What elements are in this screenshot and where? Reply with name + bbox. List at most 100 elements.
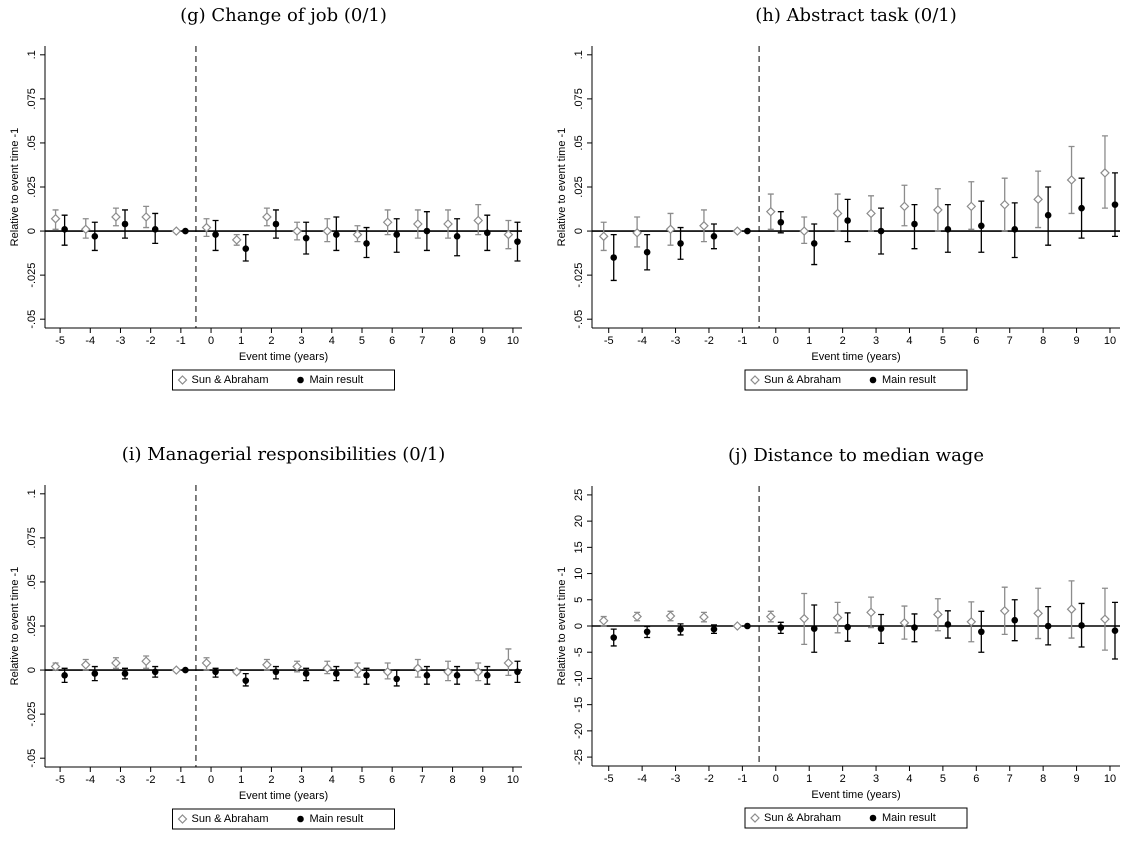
point xyxy=(1111,201,1119,208)
point xyxy=(272,668,280,676)
y-tick-label: -.05 xyxy=(26,749,38,768)
x-tick-label: 3 xyxy=(299,774,305,786)
point xyxy=(272,220,280,228)
y-tick-label: -.025 xyxy=(26,263,38,288)
x-tick-label: 7 xyxy=(419,774,425,786)
legend-marker xyxy=(297,376,304,384)
legend-label: Sun & Abraham xyxy=(764,812,841,824)
point xyxy=(91,233,99,240)
point xyxy=(999,199,1010,210)
x-tick-label: 6 xyxy=(973,335,979,347)
point xyxy=(262,212,272,222)
point xyxy=(966,616,977,627)
x-tick-label: 5 xyxy=(359,335,365,347)
x-tick-label: -1 xyxy=(176,335,186,347)
point xyxy=(665,611,676,621)
y-tick-label: -.05 xyxy=(26,310,38,329)
point xyxy=(231,235,242,245)
x-tick-label: 7 xyxy=(1007,335,1013,347)
point xyxy=(151,668,159,676)
x-tick-label: -3 xyxy=(671,335,681,347)
y-axis-label: Relative to event time -1 xyxy=(9,567,21,686)
x-tick-label: -4 xyxy=(637,335,647,347)
legend-label: Sun & Abraham xyxy=(192,813,269,825)
point xyxy=(832,208,843,219)
point xyxy=(1066,175,1077,185)
point xyxy=(121,220,129,228)
point xyxy=(50,213,61,224)
x-tick-label: 10 xyxy=(507,774,519,786)
y-tick-label: .05 xyxy=(573,135,585,150)
x-tick-label: -1 xyxy=(737,773,747,785)
point xyxy=(80,659,91,670)
point xyxy=(352,665,363,675)
point xyxy=(61,672,68,679)
y-tick-label: .025 xyxy=(573,176,585,197)
x-axis-label: Event time (years) xyxy=(239,351,328,363)
point xyxy=(1011,226,1019,233)
legend-marker xyxy=(297,815,304,823)
point xyxy=(810,240,818,247)
x-tick-label: 8 xyxy=(450,774,456,786)
point xyxy=(1100,168,1110,178)
x-tick-label: 4 xyxy=(906,335,912,347)
point xyxy=(514,668,521,676)
point xyxy=(412,219,423,229)
x-tick-label: 0 xyxy=(208,774,214,786)
y-axis-label: Relative to event time -1 xyxy=(556,128,568,247)
point xyxy=(643,248,651,256)
point xyxy=(866,208,876,219)
point xyxy=(632,611,642,622)
point xyxy=(777,218,785,226)
point xyxy=(732,621,743,631)
point xyxy=(1044,622,1052,630)
point xyxy=(473,666,484,677)
y-tick-label: .05 xyxy=(26,135,38,150)
point xyxy=(699,612,709,622)
point xyxy=(978,628,985,636)
point xyxy=(899,618,910,628)
point xyxy=(866,607,876,618)
y-tick-label: .075 xyxy=(26,527,38,548)
x-tick-label: 3 xyxy=(873,335,879,347)
y-tick-label: .1 xyxy=(26,50,38,59)
x-tick-label: 9 xyxy=(480,774,486,786)
x-tick-label: 4 xyxy=(906,773,912,785)
point xyxy=(91,670,99,677)
y-tick-label: 25 xyxy=(573,489,585,501)
point xyxy=(322,226,333,236)
point xyxy=(1033,608,1043,619)
point xyxy=(141,212,151,222)
y-tick-label: .1 xyxy=(26,489,38,498)
point xyxy=(966,201,977,212)
point xyxy=(777,624,785,631)
point xyxy=(1044,211,1052,219)
x-tick-label: 8 xyxy=(1040,335,1046,347)
x-tick-label: 10 xyxy=(1104,773,1116,785)
x-tick-label: 8 xyxy=(1040,773,1046,785)
point xyxy=(262,659,272,670)
point xyxy=(382,666,393,677)
y-tick-label: 15 xyxy=(573,541,585,553)
y-tick-label: -15 xyxy=(573,697,585,713)
point xyxy=(799,226,810,236)
point xyxy=(363,672,370,679)
legend-label: Sun & Abraham xyxy=(192,374,269,386)
panel-title: (h) Abstract task (0/1) xyxy=(755,5,957,26)
legend-label: Main result xyxy=(310,374,364,386)
point xyxy=(632,227,642,238)
point xyxy=(443,666,453,677)
point xyxy=(151,226,159,233)
point xyxy=(710,233,718,240)
x-tick-label: 6 xyxy=(973,773,979,785)
y-tick-label: 0 xyxy=(26,228,38,234)
point xyxy=(911,220,918,228)
y-tick-label: .05 xyxy=(26,574,38,589)
legend-marker xyxy=(177,814,188,824)
x-tick-label: 3 xyxy=(299,335,305,347)
point xyxy=(412,663,423,674)
point xyxy=(677,625,684,633)
x-tick-label: 6 xyxy=(389,774,395,786)
point xyxy=(201,658,212,668)
point xyxy=(810,625,818,632)
